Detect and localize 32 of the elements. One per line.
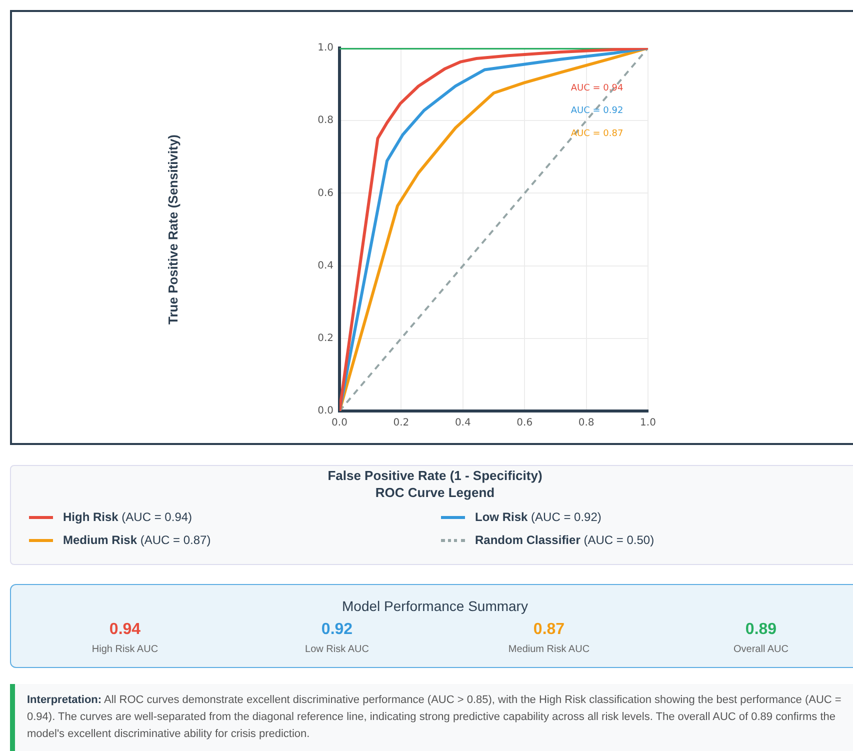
text: Model Performance Summary bbox=[341, 598, 529, 614]
text: Overall AUC bbox=[733, 644, 788, 655]
y-tick-label: 0.0 bbox=[318, 406, 334, 417]
text: 0.94 bbox=[108, 621, 142, 639]
legend-label: Low Risk (AUC = 0.92) bbox=[475, 510, 602, 524]
y-tick-label: 0.4 bbox=[318, 260, 334, 272]
legend-label: High Risk (AUC = 0.94) bbox=[63, 510, 192, 524]
text: Interpretation: All ROC curves demonstrate excellent discriminative performance (AUC > 0.85), with the High Risk classification showing the best performance (AUC = 0.94). The curves are well-separated from the diagonal reference line, indicating strong predictive capability across all risk levels. The overall AUC of 0.89 confirms the model's excellent discriminative ability for crisis prediction. bbox=[10, 684, 853, 751]
annotation: AUC = 0.94 bbox=[570, 83, 624, 94]
annotation: AUC = 0.92 bbox=[570, 106, 624, 116]
legend-title: ROC Curve Legend bbox=[374, 485, 496, 500]
text: 0.89 bbox=[744, 621, 778, 639]
text: 0.87 bbox=[532, 621, 566, 639]
annotation: AUC = 0.87 bbox=[570, 129, 624, 140]
legend-label: Random Classifier (AUC = 0.50) bbox=[475, 533, 654, 547]
y-tick-label: 1.0 bbox=[318, 42, 334, 54]
x-tick-label: 0.4 bbox=[454, 418, 471, 429]
text: High Risk AUC bbox=[92, 644, 158, 655]
x-tick-label: 1.0 bbox=[640, 418, 656, 429]
x-tick-label: 0.0 bbox=[332, 418, 348, 429]
x-tick-label: 0.6 bbox=[516, 418, 533, 429]
x-axis-title: False Positive Rate (1 - Specificity) bbox=[326, 468, 544, 483]
text: 0.92 bbox=[320, 621, 354, 639]
y-tick-label: 0.6 bbox=[318, 188, 334, 199]
legend-label: Medium Risk (AUC = 0.87) bbox=[63, 533, 211, 547]
y-axis-title: True Positive Rate (Sensitivity) bbox=[165, 134, 180, 325]
x-tick-label: 0.8 bbox=[578, 418, 594, 429]
y-tick-label: 0.8 bbox=[318, 115, 334, 126]
x-tick-label: 0.2 bbox=[393, 418, 410, 429]
y-tick-label: 0.2 bbox=[318, 332, 334, 344]
text: Low Risk AUC bbox=[305, 644, 369, 655]
text: Medium Risk AUC bbox=[508, 644, 590, 655]
